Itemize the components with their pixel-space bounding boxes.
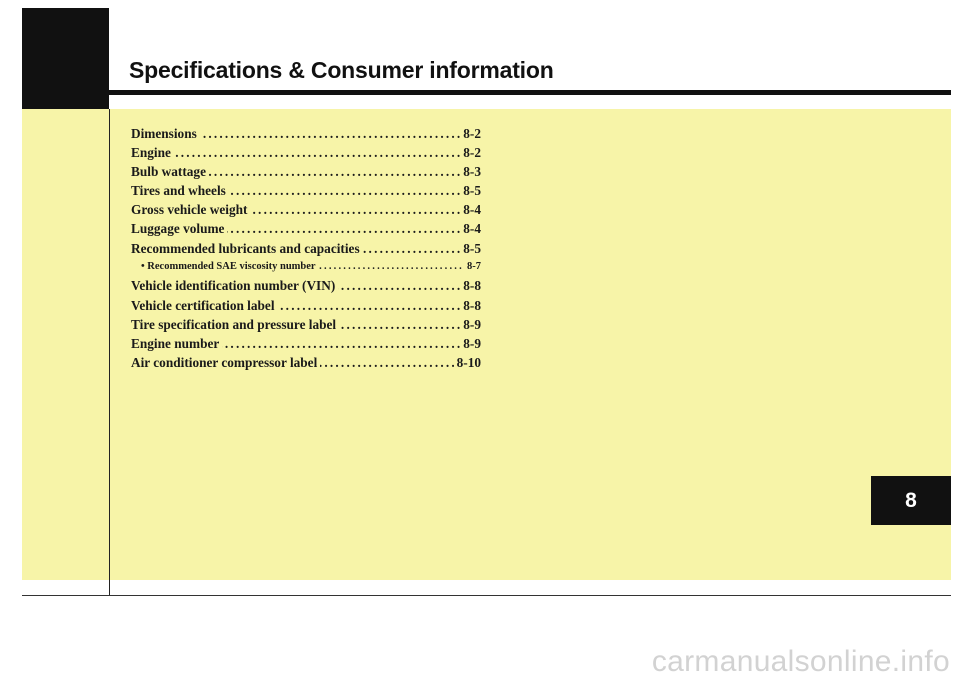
toc-item-label: Dimensions bbox=[131, 126, 200, 141]
toc-subitem-sae-viscosity[interactable]: ........................................… bbox=[131, 257, 481, 275]
toc-item-vin[interactable]: ........................................… bbox=[131, 274, 481, 296]
toc-item-tire-pressure-label[interactable]: ........................................… bbox=[131, 314, 481, 334]
watermark-text: carmanualsonline.info bbox=[651, 645, 950, 678]
title-rule bbox=[109, 90, 951, 95]
page-title: Specifications & Consumer information bbox=[129, 57, 554, 83]
table-of-contents: ........................................… bbox=[131, 124, 481, 373]
toc-item-label: Gross vehicle weight bbox=[131, 202, 251, 218]
toc-item-certification-label[interactable]: ........................................… bbox=[131, 295, 481, 315]
toc-item-label: Engine number bbox=[131, 335, 223, 351]
toc-item-lubricants-capacities[interactable]: ........................................… bbox=[131, 238, 481, 258]
toc-item-label: Vehicle certification label bbox=[131, 297, 278, 313]
toc-item-page: 8-5 bbox=[460, 181, 481, 201]
toc-item-page: 8-8 bbox=[460, 295, 481, 315]
toc-item-page: 8-8 bbox=[460, 274, 481, 296]
toc-leader-dots: ........................................… bbox=[131, 145, 481, 161]
toc-item-label: Recommended lubricants and capacities bbox=[131, 240, 363, 256]
toc-item-page: 8-5 bbox=[460, 238, 481, 258]
toc-item-label: Tires and wheels bbox=[131, 183, 229, 199]
toc-item-gross-vehicle-weight[interactable]: ........................................… bbox=[131, 200, 481, 220]
toc-item-page: 8-9 bbox=[460, 333, 481, 353]
toc-item-luggage-volume[interactable]: ........................................… bbox=[131, 219, 481, 239]
bottom-rule bbox=[22, 595, 951, 596]
toc-item-page: 8-4 bbox=[460, 219, 481, 239]
toc-item-label: Bulb wattage bbox=[131, 164, 209, 180]
toc-leader-dots: ........................................… bbox=[131, 126, 481, 141]
toc-item-tires-and-wheels[interactable]: ........................................… bbox=[131, 181, 481, 201]
toc-item-engine-number[interactable]: ........................................… bbox=[131, 333, 481, 353]
toc-item-label: Vehicle identification number (VIN) bbox=[131, 277, 339, 293]
toc-item-label: Air conditioner compressor label bbox=[131, 354, 321, 370]
toc-item-page: 8-2 bbox=[460, 124, 481, 144]
margin-line bbox=[109, 109, 110, 596]
toc-item-page: 8-4 bbox=[460, 200, 481, 220]
toc-item-ac-compressor-label[interactable]: ........................................… bbox=[131, 352, 481, 373]
toc-item-dimensions[interactable]: ........................................… bbox=[131, 124, 481, 144]
toc-item-label: • Recommended SAE viscosity number bbox=[131, 260, 319, 272]
toc-item-page: 8-2 bbox=[460, 143, 481, 163]
toc-item-engine[interactable]: ........................................… bbox=[131, 143, 481, 163]
toc-item-page: 8-3 bbox=[460, 162, 481, 182]
toc-item-bulb-wattage[interactable]: ........................................… bbox=[131, 162, 481, 182]
toc-item-label: Tire specification and pressure label bbox=[131, 316, 340, 332]
toc-item-label: Engine bbox=[131, 145, 174, 161]
chapter-tab[interactable]: 8 bbox=[871, 476, 951, 525]
toc-item-page: 8-7 bbox=[464, 257, 481, 275]
toc-item-page: 8-9 bbox=[460, 314, 481, 334]
corner-block bbox=[22, 8, 109, 109]
toc-item-label: Luggage volume bbox=[131, 221, 228, 237]
toc-item-page: 8-10 bbox=[453, 352, 481, 373]
toc-leader-dots: ........................................… bbox=[131, 164, 481, 180]
